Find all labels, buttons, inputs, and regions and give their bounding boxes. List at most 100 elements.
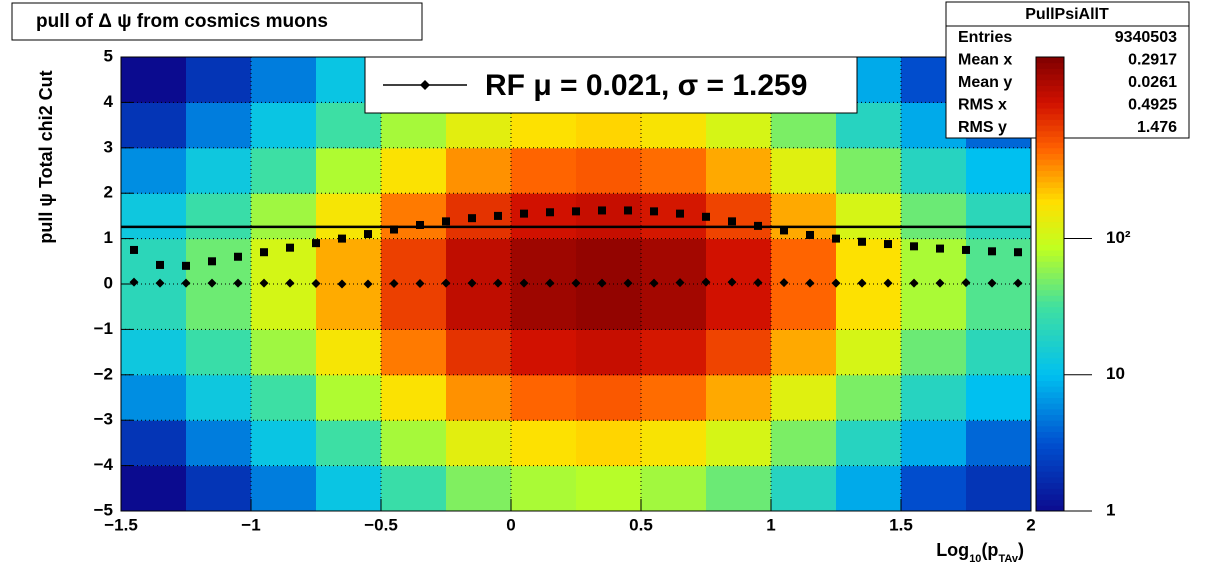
profile-square: [988, 247, 996, 256]
profile-square: [208, 257, 216, 266]
stats-label: Mean x: [958, 52, 1012, 69]
colorbar-step: [1036, 244, 1064, 251]
y-tick-label: −1: [94, 319, 113, 338]
profile-square: [1014, 248, 1022, 257]
colorbar-step: [1036, 238, 1064, 245]
colorbar-step: [1036, 176, 1064, 183]
profile-diamond: [597, 278, 607, 288]
heat-cell: [186, 193, 252, 240]
colorbar-step: [1036, 113, 1064, 120]
x-tick-label: 1: [766, 515, 775, 534]
colorbar-step: [1036, 119, 1064, 126]
profile-square: [676, 209, 684, 218]
stats-value: 9340503: [1115, 29, 1177, 46]
x-axis-label-part: (p: [981, 540, 998, 560]
profile-diamond: [909, 278, 919, 288]
profile-square: [728, 217, 736, 226]
profile-diamond: [831, 278, 841, 288]
heat-cell: [966, 329, 1032, 376]
heat-cell: [576, 420, 642, 467]
colorbar-step: [1036, 312, 1064, 319]
x-tick-label: −1.5: [104, 515, 138, 534]
colorbar-frame: [1035, 56, 1065, 512]
x-axis-label-part: Log: [936, 540, 969, 560]
profile-diamond: [857, 278, 867, 288]
heat-cell: [511, 420, 577, 467]
heat-cell: [511, 465, 577, 512]
colorbar-step: [1036, 448, 1064, 455]
heat-cell: [576, 465, 642, 512]
heat-cell: [251, 147, 317, 194]
profile-square: [442, 217, 450, 226]
heat-cell: [316, 147, 382, 194]
heat-cell: [901, 329, 967, 376]
colorbar-step: [1036, 255, 1064, 262]
heat-cell: [901, 147, 967, 194]
z-tick-label: 10: [1106, 364, 1125, 383]
profile-diamond: [1013, 278, 1023, 288]
colorbar-step: [1036, 391, 1064, 398]
colorbar-step: [1036, 227, 1064, 234]
heat-cell: [446, 420, 512, 467]
y-tick-label: 3: [104, 137, 113, 156]
colorbar-step: [1036, 471, 1064, 478]
colorbar-step: [1036, 374, 1064, 381]
heat-cell: [836, 465, 902, 512]
colorbar-step: [1036, 465, 1064, 472]
profile-diamond: [389, 279, 399, 289]
profile-square: [936, 244, 944, 253]
profile-square: [962, 245, 970, 254]
heat-cell: [966, 374, 1032, 421]
colorbar-step: [1036, 215, 1064, 223]
colorbar-step: [1036, 136, 1064, 143]
heat-cell: [901, 420, 967, 467]
profile-diamond: [701, 277, 711, 287]
heat-cell: [836, 147, 902, 194]
colorbar-step: [1036, 454, 1064, 461]
heat-cell: [186, 329, 252, 376]
heat-cell: [836, 329, 902, 376]
heat-cell: [771, 238, 837, 285]
profile-diamond: [571, 278, 581, 288]
heat-cell: [576, 329, 642, 376]
heat-cell: [641, 329, 707, 376]
profile-square: [312, 239, 320, 248]
heat-cell: [381, 420, 447, 467]
profile-diamond: [467, 278, 477, 288]
heat-cell: [446, 329, 512, 376]
colorbar-step: [1036, 125, 1064, 132]
colorbar-step: [1036, 335, 1064, 342]
heat-cell: [771, 329, 837, 376]
heat-cell: [706, 374, 772, 421]
heat-cell: [446, 147, 512, 194]
colorbar-step: [1036, 437, 1064, 444]
colorbar-step: [1036, 249, 1064, 257]
heat-cell: [316, 420, 382, 467]
stats-label: RMS y: [958, 119, 1007, 136]
heat-cell: [121, 284, 187, 330]
colorbar-step: [1036, 181, 1064, 189]
heat-cell: [316, 465, 382, 512]
colorbar-step: [1036, 272, 1064, 279]
y-tick-label: 1: [104, 228, 113, 247]
colorbar-step: [1036, 108, 1064, 115]
x-tick-label: 0: [506, 515, 515, 534]
heat-cell: [771, 374, 837, 421]
colorbar-step: [1036, 420, 1064, 427]
heat-cell: [186, 284, 252, 330]
profile-square: [858, 237, 866, 246]
colorbar-step: [1036, 187, 1064, 194]
heat-cell: [966, 420, 1032, 467]
colorbar-step: [1036, 346, 1064, 353]
stats-label: RMS x: [958, 97, 1007, 114]
stats-value: 1.476: [1137, 119, 1177, 136]
colorbar-step: [1036, 130, 1064, 137]
heat-cell: [706, 193, 772, 240]
colorbar-step: [1036, 57, 1064, 64]
profile-square: [390, 225, 398, 234]
colorbar-step: [1036, 459, 1064, 467]
heat-cell: [446, 465, 512, 512]
profile-diamond: [779, 278, 789, 288]
profile-square: [780, 226, 788, 235]
profile-square: [286, 243, 294, 252]
